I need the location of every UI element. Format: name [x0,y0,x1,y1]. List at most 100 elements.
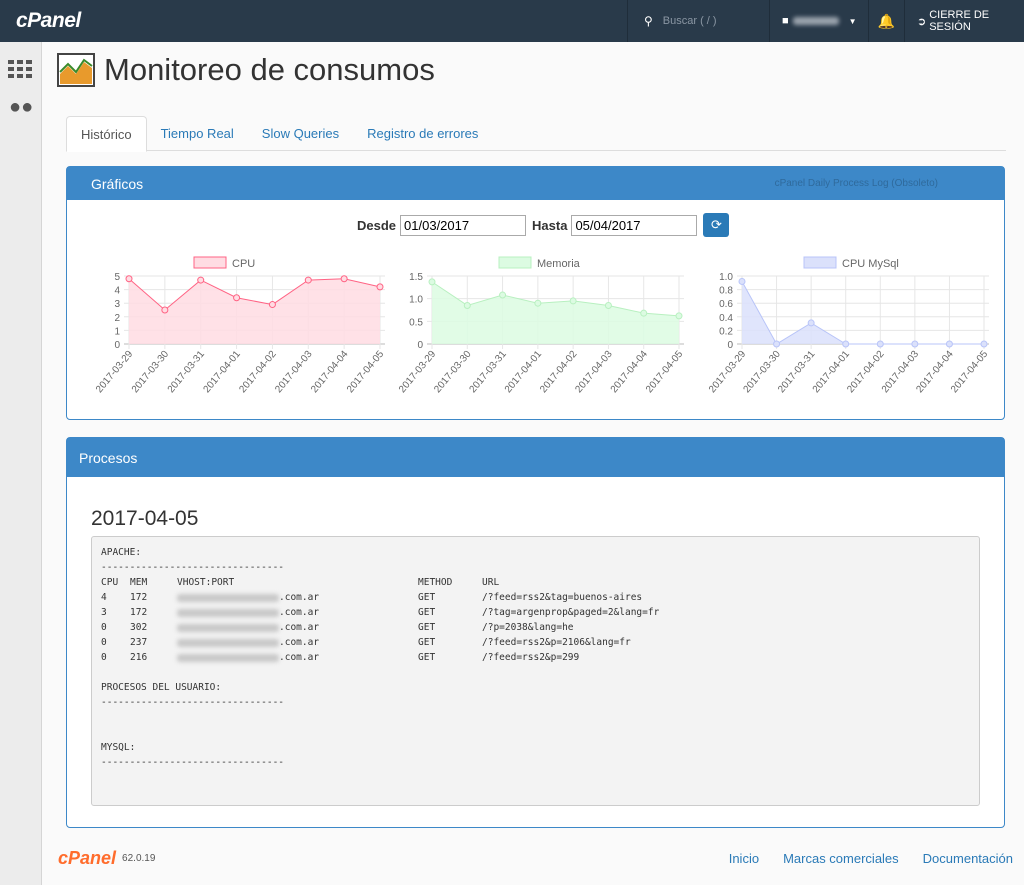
cpu-chart: CPU0123452017-03-292017-03-302017-03-312… [94,256,387,395]
logout-icon: ➲ [917,15,927,28]
mem: 172 [130,592,148,603]
data-point [376,283,384,291]
sidebar: ●● [0,42,42,885]
data-point [428,278,436,286]
procesos-header: Procesos [67,438,1004,477]
cpu: 0 [101,622,107,633]
vhost-redacted [177,638,279,647]
y-tick-label: 0.8 [719,286,733,297]
series-line [741,281,984,345]
vhost-suffix: .com.ar [279,652,320,663]
data-point [675,312,683,320]
log-header: CPU MEM VHOST:PORT METHOD URL [101,575,970,590]
footer-link-inicio[interactable]: Inicio [728,851,760,866]
separator: -------------------------------- [101,697,285,708]
tab-historico[interactable]: Histórico [66,116,147,152]
cpanel-logo[interactable]: cPanel [16,9,81,32]
user-icon: ■ [782,15,789,27]
separator: -------------------------------- [101,757,285,768]
separator: -------------------------------- [101,562,285,573]
legend-swatch [193,256,227,269]
process-log: APACHE: --------------------------------… [91,536,980,806]
hasta-input[interactable] [571,214,698,236]
hasta-label: Hasta [532,217,568,233]
data-point [945,340,953,348]
x-tick-label: 2017-04-05 [644,349,686,396]
y-tick-label: 3 [114,299,120,310]
series-line [431,281,680,317]
vhost: .com.ar [177,650,418,665]
process-row: 0 216 .com.ar GET /?feed=rss2&p=299 [101,650,970,665]
y-tick-label: 0 [417,340,423,351]
logout-button[interactable]: ➲ CIERRE DE SESIÓN [904,0,1024,42]
mysql-label: MYSQL: [101,742,136,753]
top-bar: cPanel ⚲ Buscar ( / ) ■ ▼ 🔔 ➲ CIERRE DE … [0,0,1024,42]
vhost-suffix: .com.ar [279,607,320,618]
y-tick-label: 0.5 [409,317,423,328]
users-icon[interactable]: ●● [9,96,34,118]
series-line [128,278,381,311]
y-tick-label: 0 [114,340,120,351]
apache-label: APACHE: [101,547,142,558]
footer-link-documentacion[interactable]: Documentación [922,851,1013,866]
y-tick-label: 1.0 [409,295,423,306]
user-menu[interactable]: ■ ▼ [769,0,868,42]
footer-cpanel-logo[interactable]: cPanel [58,848,117,868]
data-point [125,275,133,283]
daily-process-log-link[interactable]: cPanel Daily Process Log (Obsoleto) [774,178,938,189]
series-area [742,281,984,344]
y-tick-label: 1 [114,326,120,337]
desde-input[interactable] [400,214,527,236]
mem: 237 [130,637,148,648]
chart-monitor-icon [57,53,95,87]
data-point [304,276,312,284]
footer-link-marcas[interactable]: Marcas comerciales [783,851,899,866]
tabs: Histórico Tiempo Real Slow Queries Regis… [66,116,1006,152]
legend-label: Memoria [537,258,581,270]
page-title: Monitoreo de consumos [56,52,435,88]
col-url: URL [482,577,500,588]
procesos-date: 2017-04-05 [91,507,199,530]
data-point [233,294,241,302]
graficos-panel: Gráficos cPanel Daily Process Log (Obsol… [66,166,1005,420]
legend-label: CPU [232,258,255,270]
refresh-button[interactable]: ⟳ [703,213,730,237]
data-point [876,340,884,348]
vhost-redacted [177,623,279,632]
y-tick-label: 0 [727,340,733,351]
user-processes-label: PROCESOS DEL USUARIO: [101,682,222,693]
memoria-chart: Memoria00.51.01.52017-03-292017-03-30201… [397,256,686,396]
vhost-redacted [177,593,279,602]
procesos-title: Procesos [79,449,138,466]
vhost-suffix: .com.ar [279,622,320,633]
method: GET [418,637,436,648]
version: 62.0.19 [122,853,156,864]
url: /?feed=rss2&tag=buenos-aires [482,592,643,603]
procesos-panel: Procesos 2017-04-05 APACHE: ------------… [66,437,1005,828]
data-point [268,301,276,309]
process-row: 3 172 .com.ar GET /?tag=argenprop&paged=2&la… [101,605,970,620]
tab-slow-queries[interactable]: Slow Queries [261,126,340,141]
tab-tiempo-real[interactable]: Tiempo Real [160,126,234,141]
process-row: 0 302 .com.ar GET /?p=2038&lang=he [101,620,970,635]
notifications-button[interactable]: 🔔 [868,0,904,42]
search-input[interactable]: ⚲ Buscar ( / ) [627,0,769,42]
page-title-text: Monitoreo de consumos [104,52,435,87]
tab-registro-errores[interactable]: Registro de errores [367,126,479,141]
caret-down-icon: ▼ [848,16,857,26]
data-point [534,299,542,307]
graficos-header: Gráficos cPanel Daily Process Log (Obsol… [67,167,1004,200]
method: GET [418,592,436,603]
vhost: .com.ar [177,620,418,635]
graficos-title: Gráficos [91,175,144,192]
apps-grid-icon[interactable] [8,60,32,78]
col-method: METHOD [418,577,453,588]
desde-label: Desde [357,217,397,233]
y-tick-label: 1.5 [409,272,423,283]
cpu: 0 [101,637,107,648]
col-vhost: VHOST:PORT [177,577,235,588]
cpu-mysql-chart: CPU MySql00.20.40.60.81.02017-03-292017-… [707,256,991,395]
url: /?p=2038&lang=he [482,622,574,633]
col-mem: MEM [130,577,148,588]
data-point [807,319,815,327]
